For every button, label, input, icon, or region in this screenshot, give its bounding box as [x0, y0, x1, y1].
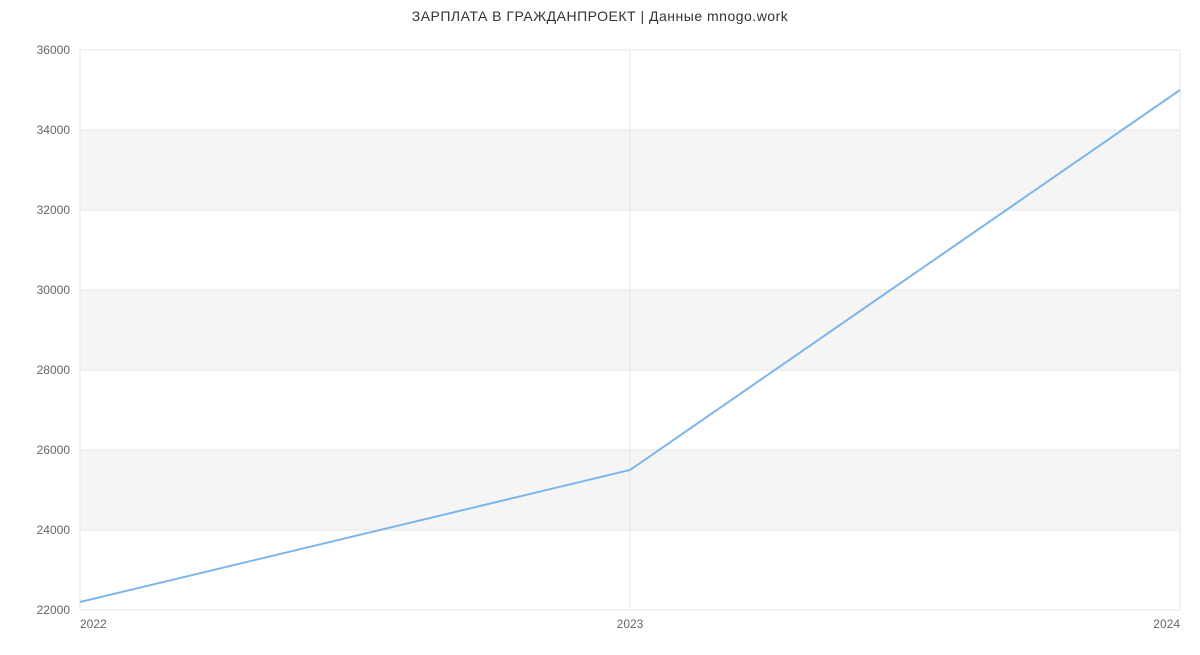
svg-text:36000: 36000 [37, 43, 71, 57]
svg-text:24000: 24000 [37, 523, 71, 537]
svg-text:22000: 22000 [37, 603, 71, 617]
salary-line-chart: ЗАРПЛАТА В ГРАЖДАНПРОЕКТ | Данные mnogo.… [0, 0, 1200, 650]
svg-text:2023: 2023 [617, 617, 644, 631]
chart-title: ЗАРПЛАТА В ГРАЖДАНПРОЕКТ | Данные mnogo.… [0, 8, 1200, 24]
svg-text:34000: 34000 [37, 123, 71, 137]
svg-text:26000: 26000 [37, 443, 71, 457]
svg-text:2022: 2022 [80, 617, 107, 631]
svg-text:32000: 32000 [37, 203, 71, 217]
svg-text:28000: 28000 [37, 363, 71, 377]
svg-text:2024: 2024 [1153, 617, 1180, 631]
chart-canvas: 22000 24000 26000 28000 30000 32000 34000 36000… [0, 0, 1200, 650]
svg-text:30000: 30000 [37, 283, 71, 297]
